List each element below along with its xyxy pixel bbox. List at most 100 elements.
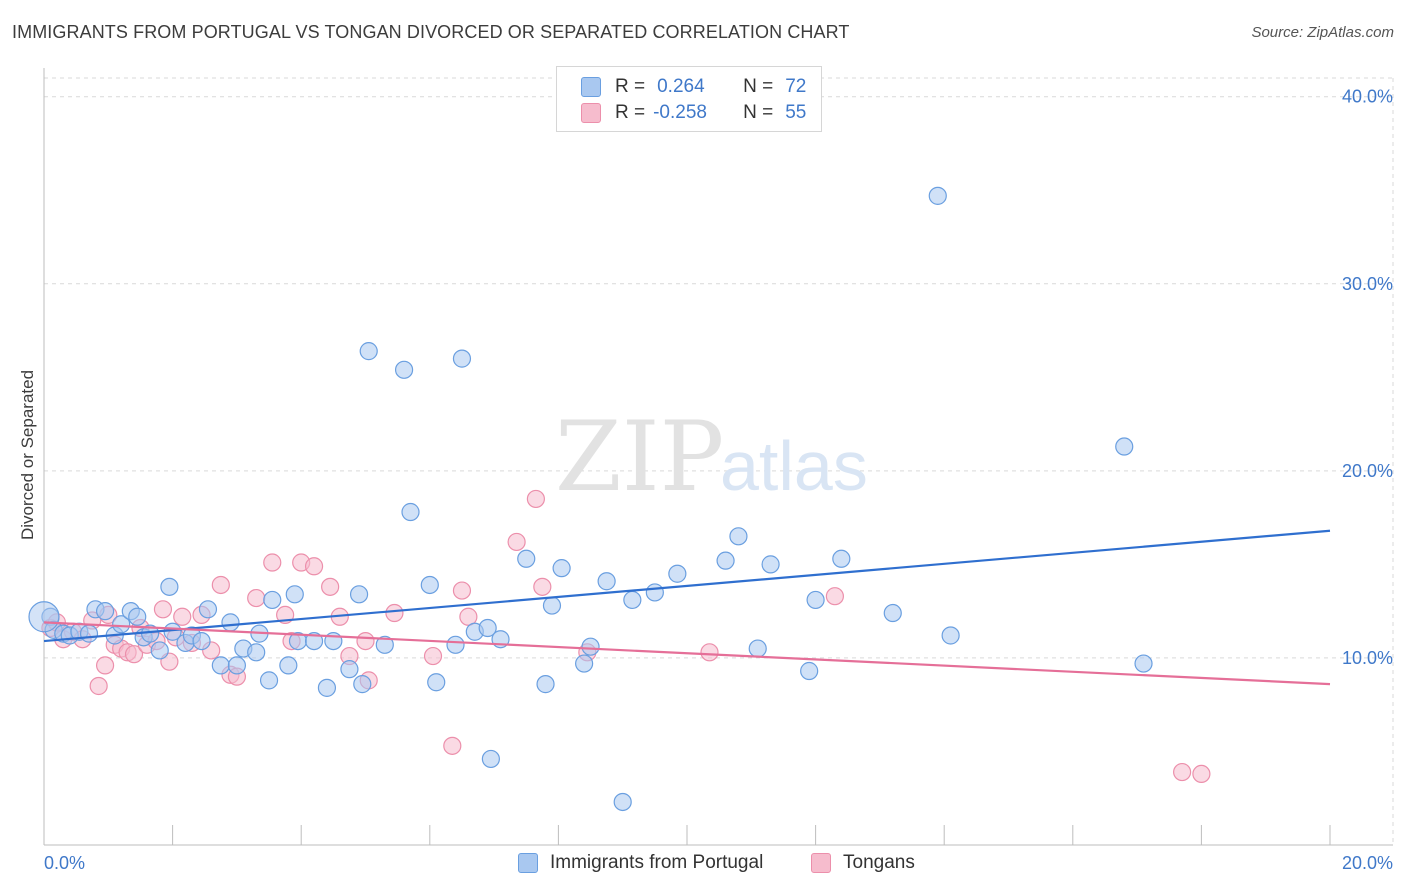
portugal-point	[192, 631, 211, 651]
portugal-point	[112, 615, 131, 634]
portugal-point	[446, 635, 465, 654]
portugal-point	[375, 635, 394, 654]
portugal-point	[198, 600, 218, 619]
chart-source: Source: ZipAtlas.com	[1251, 24, 1394, 41]
portugal-point	[79, 624, 99, 643]
portugal-point	[575, 654, 594, 673]
portugal-trend-line	[43, 529, 1331, 643]
portugal-point	[761, 555, 780, 574]
portugal-cluster-point	[28, 601, 60, 633]
tongans-point	[533, 577, 552, 596]
tongans-point	[304, 557, 324, 576]
watermark: ZIP atlas	[555, 401, 868, 513]
legend-label-tongans: Tongans	[843, 852, 915, 873]
legend-row-portugal: R = 0.264 N = 72	[581, 75, 806, 99]
y-tick-label: 20.0%	[1342, 461, 1393, 481]
tongans-point	[443, 736, 462, 755]
portugal-point	[317, 678, 337, 697]
legend-label-portugal: Immigrants from Portugal	[550, 852, 764, 873]
legend-row-tongans: R = -0.258 N = 55	[581, 101, 806, 125]
portugal-legend-swatch	[518, 853, 538, 873]
r-label: R =	[615, 76, 646, 97]
tick-labels: 10.0% 20.0% 30.0% 40.0% 0.0% 20.0%	[44, 87, 1393, 873]
y-tick-label: 30.0%	[1342, 274, 1393, 294]
legend-item-tongans: Tongans	[811, 852, 915, 874]
tongans-point	[95, 656, 115, 675]
chart-title: IMMIGRANTS FROM PORTUGAL VS TONGAN DIVOR…	[12, 22, 850, 42]
portugal-swatch	[581, 77, 601, 97]
tongans-point	[1173, 762, 1192, 782]
portugal-point	[928, 186, 947, 205]
portugal-point	[427, 673, 446, 692]
portugal-point	[259, 671, 279, 690]
portugal-point	[883, 603, 902, 623]
portugal-point	[729, 527, 748, 546]
x-tick-label: 0.0%	[44, 853, 85, 873]
tongans-point	[700, 643, 719, 662]
tongans-point	[356, 631, 375, 651]
y-tick-label: 10.0%	[1342, 648, 1393, 668]
portugal-point	[349, 585, 369, 604]
portugal-point	[1134, 654, 1153, 673]
tongans-point	[385, 603, 404, 623]
portugal-point	[552, 559, 571, 578]
series-legend: Immigrants from Portugal Tongans	[0, 852, 1406, 878]
portugal-point	[304, 631, 324, 651]
portugal-point	[478, 618, 497, 638]
portugal-point	[211, 656, 230, 675]
portugal-point	[613, 792, 632, 812]
portugal-point	[279, 656, 298, 675]
tongans-point	[247, 588, 266, 608]
x-tick-label: 20.0%	[1342, 853, 1393, 873]
portugal-point	[221, 613, 240, 632]
portugal-point	[150, 641, 169, 660]
portugal-point	[401, 502, 420, 522]
tongans-points	[41, 489, 1211, 784]
tongans-point	[124, 645, 144, 664]
portugal-point	[353, 675, 372, 694]
portugal-point	[623, 590, 642, 610]
portugal-point	[247, 643, 266, 662]
portugal-point	[340, 660, 359, 679]
tongans-point	[211, 575, 230, 595]
tongans-point	[153, 600, 173, 619]
portugal-point	[394, 360, 414, 379]
portugal-point	[517, 549, 536, 568]
watermark-atlas: atlas	[720, 427, 868, 505]
axes	[43, 68, 1393, 846]
portugal-point	[941, 626, 960, 645]
portugal-point	[481, 749, 500, 769]
portugal-point	[597, 572, 616, 591]
correlation-legend: R = 0.264 N = 72 R = -0.258 N = 55	[556, 66, 822, 132]
portugal-point	[420, 575, 439, 595]
legend-item-portugal: Immigrants from Portugal	[518, 852, 763, 874]
tongans-point	[321, 577, 340, 596]
tongans-point	[507, 532, 526, 552]
portugal-point	[645, 583, 664, 602]
portugal-point	[128, 607, 147, 626]
portugal-point	[832, 549, 851, 568]
n-label: N =	[743, 102, 774, 123]
portugal-point	[95, 602, 115, 621]
portugal-point	[581, 637, 600, 656]
tongans-point	[89, 676, 108, 696]
r-value: 0.264	[657, 76, 705, 97]
portugal-point	[668, 564, 687, 583]
n-label: N =	[743, 76, 774, 97]
tongans-point	[423, 646, 443, 666]
y-tick-label: 40.0%	[1342, 87, 1393, 107]
tongans-point	[526, 489, 545, 509]
portugal-point	[285, 585, 304, 604]
r-value: -0.258	[653, 102, 707, 123]
r-label: R =	[615, 102, 646, 123]
portugal-point	[800, 661, 819, 681]
portugal-point	[359, 342, 378, 361]
tongans-legend-swatch	[811, 853, 831, 873]
portugal-point	[748, 639, 767, 658]
portugal-point	[263, 590, 282, 610]
tongans-point	[452, 581, 472, 600]
portugal-point	[452, 349, 472, 368]
n-value: 55	[785, 102, 807, 123]
portugal-point	[1115, 437, 1134, 456]
